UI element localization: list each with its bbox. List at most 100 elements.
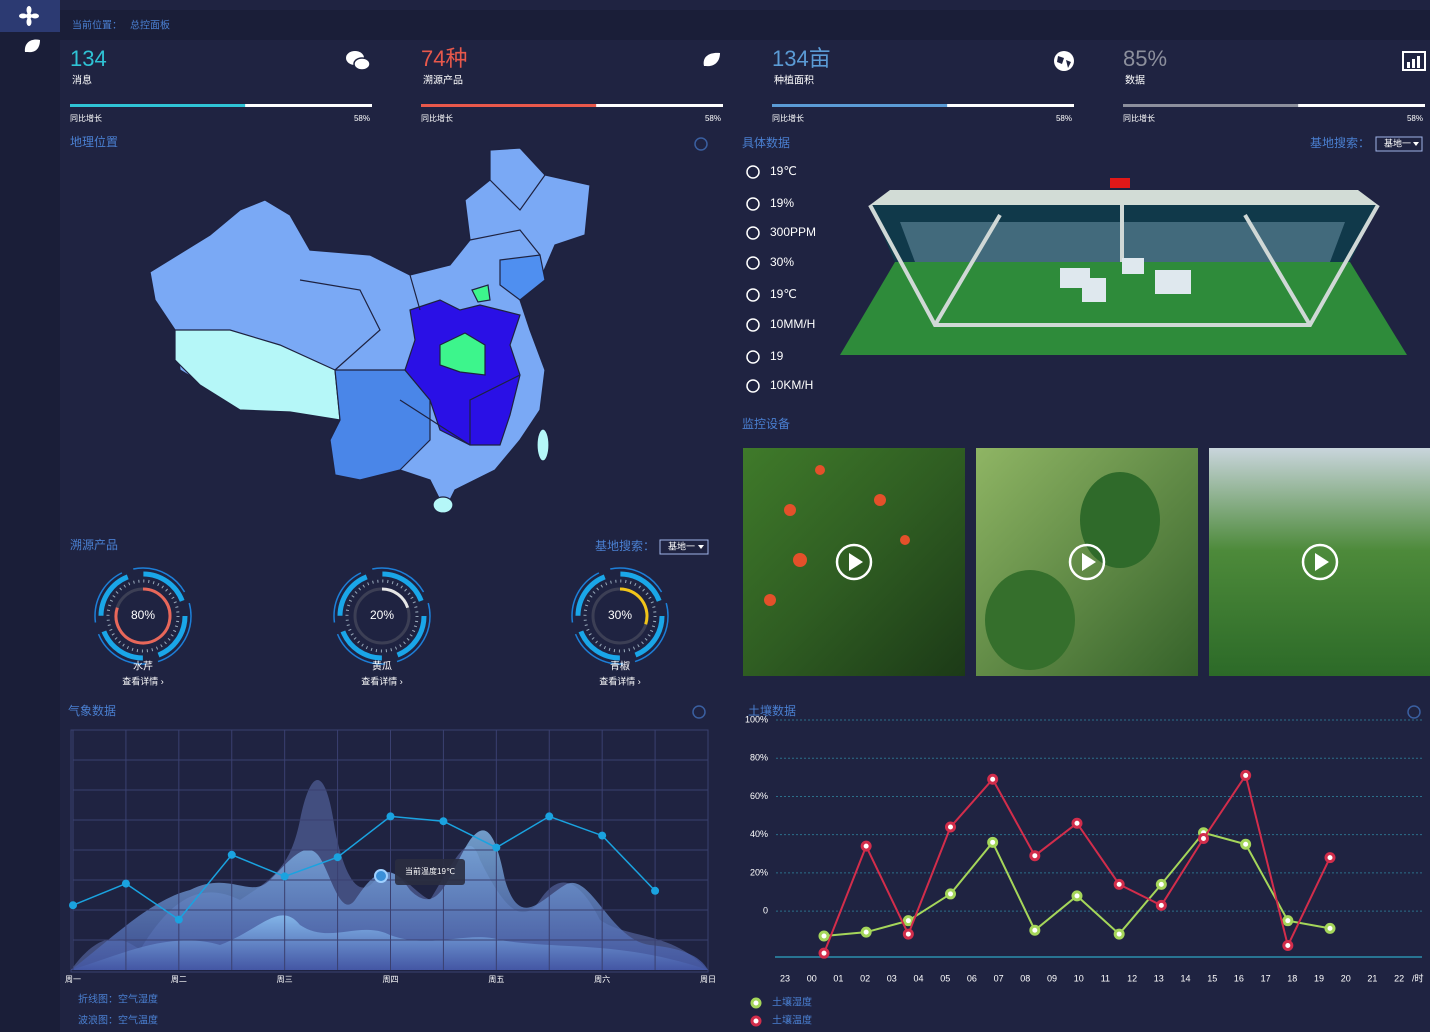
section-title: 气象数据 — [68, 703, 116, 718]
nav-icon-flower[interactable] — [19, 6, 39, 26]
settings-icon[interactable] — [692, 705, 706, 719]
x-tick-label: 23 — [780, 973, 790, 983]
gauge-ring — [575, 571, 665, 661]
product-name: 黄瓜 — [372, 660, 392, 673]
x-unit: /时 — [1412, 972, 1424, 983]
reading-icon — [746, 226, 760, 240]
detail-link[interactable]: 查看详情 › — [361, 675, 403, 686]
data-point — [1029, 924, 1041, 936]
data-point — [492, 843, 501, 852]
data-point — [333, 853, 342, 862]
video-thumbnail[interactable] — [976, 448, 1198, 676]
x-tick-label: 00 — [807, 973, 817, 983]
settings-icon[interactable] — [694, 137, 708, 151]
section-title: 地理位置 — [70, 134, 118, 149]
reading-value: 19℃ — [770, 164, 797, 178]
data-point — [69, 901, 77, 910]
data-point — [860, 926, 872, 938]
detail-link[interactable]: 查看详情 › — [599, 675, 641, 686]
data-point — [174, 915, 183, 924]
x-tick-label: 21 — [1367, 973, 1377, 983]
dropdown[interactable] — [659, 539, 709, 555]
x-tick-label: 周五 — [488, 975, 504, 984]
data-point — [1029, 850, 1041, 862]
gauge-label: 20% — [370, 608, 394, 622]
reading-value: 10KM/H — [770, 378, 813, 392]
data-point — [818, 947, 830, 959]
growth-value: 58% — [354, 114, 370, 123]
reading-icon — [746, 165, 760, 179]
x-tick-label: 周一 — [65, 975, 81, 984]
growth-label: 同比增长 — [772, 113, 804, 123]
dropdown[interactable] — [1375, 136, 1423, 152]
gauge-ring — [94, 567, 192, 665]
progress-bar — [772, 104, 948, 107]
legend-item[interactable]: 土壤温度 — [772, 1014, 812, 1027]
data-point — [1113, 928, 1125, 940]
x-tick-label: 周二 — [171, 975, 187, 984]
dropdown-arrow — [698, 545, 704, 549]
gauge-arc — [619, 587, 649, 625]
data-point — [1071, 890, 1083, 902]
stat-label: 消息 — [72, 74, 92, 87]
x-tick-label: 12 — [1127, 973, 1137, 983]
video-thumbnail[interactable] — [1209, 448, 1430, 676]
dropdown-value[interactable]: 基地一 — [668, 540, 695, 551]
stat-label: 溯源产品 — [423, 74, 463, 87]
breadcrumb-label: 当前位置： — [72, 19, 122, 32]
data-point — [902, 915, 914, 927]
nav-icon-leaf[interactable] — [24, 39, 40, 53]
data-point — [1198, 833, 1209, 844]
data-point — [121, 879, 130, 888]
gauge-ring — [333, 567, 431, 665]
data-point — [227, 850, 236, 859]
reading-icon — [746, 350, 760, 364]
gauge-arc — [381, 587, 410, 609]
growth-label: 同比增长 — [70, 113, 102, 123]
x-tick-label: 09 — [1047, 973, 1057, 983]
data-point — [1155, 899, 1167, 911]
stat-value: 74种 — [421, 46, 467, 71]
stat-value: 134亩 — [772, 46, 831, 71]
data-point — [1155, 878, 1167, 890]
legend-marker — [750, 1015, 762, 1027]
breadcrumb-current[interactable]: 总控面板 — [130, 19, 170, 32]
growth-label: 同比增长 — [421, 113, 453, 123]
x-tick-label: 20 — [1341, 973, 1351, 983]
settings-icon[interactable] — [1407, 705, 1421, 719]
reading-value: 19% — [770, 196, 794, 210]
y-tick-label: 20% — [750, 867, 768, 877]
x-tick-label: 03 — [887, 973, 897, 983]
dropdown-value[interactable]: 基地一 — [1384, 137, 1411, 148]
growth-value: 58% — [1056, 114, 1072, 123]
reading-icon — [746, 197, 760, 211]
icon-leaf — [703, 52, 720, 67]
x-tick-label: 04 — [913, 973, 923, 983]
reading-value: 30% — [770, 255, 794, 269]
x-tick-label: 15 — [1207, 973, 1217, 983]
x-tick-label: 10 — [1074, 973, 1084, 983]
gauge-ticks — [345, 579, 419, 653]
x-tick-label: 周日 — [700, 975, 716, 984]
legend-item[interactable]: 土壤湿度 — [772, 996, 812, 1009]
data-point — [598, 831, 607, 840]
gauge-ring — [98, 571, 188, 661]
data-point — [1282, 940, 1294, 952]
x-tick-label: 周六 — [594, 974, 610, 984]
data-point — [545, 812, 554, 821]
growth-value: 58% — [705, 114, 721, 123]
section-title: 土壤数据 — [748, 703, 796, 718]
data-point — [860, 840, 872, 852]
detail-link[interactable]: 查看详情 › — [122, 675, 164, 686]
data-point — [651, 886, 660, 895]
x-tick-label: 17 — [1261, 973, 1271, 983]
y-tick-label: 0 — [763, 906, 768, 916]
stat-label: 数据 — [1125, 74, 1145, 87]
data-point — [1324, 922, 1336, 934]
legend-item: 折线图：空气湿度 — [78, 993, 158, 1006]
gauge-label: 30% — [608, 608, 632, 622]
x-tick-label: 08 — [1020, 973, 1030, 983]
x-tick-label: 05 — [940, 973, 950, 983]
data-point — [1240, 838, 1252, 850]
video-thumbnail[interactable] — [743, 448, 965, 676]
